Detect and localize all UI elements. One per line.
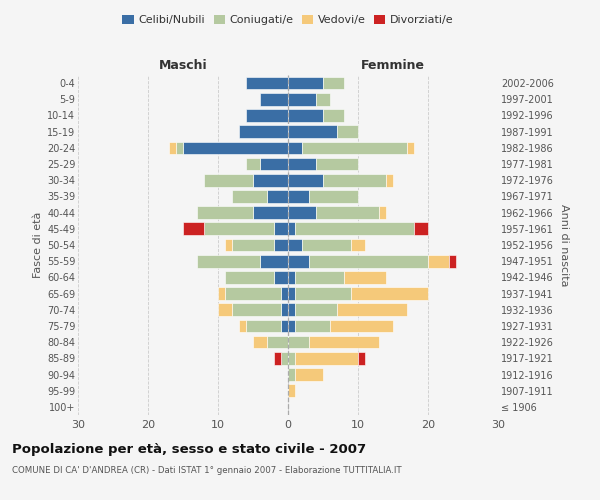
Bar xyxy=(288,77,323,90)
Bar xyxy=(274,238,288,252)
Bar xyxy=(302,238,351,252)
Bar xyxy=(309,190,358,202)
Bar xyxy=(288,158,316,170)
Bar xyxy=(197,255,260,268)
Bar xyxy=(176,142,183,154)
Bar xyxy=(232,238,274,252)
Y-axis label: Anni di nascita: Anni di nascita xyxy=(559,204,569,286)
Bar xyxy=(267,190,288,202)
Bar xyxy=(351,288,428,300)
Bar xyxy=(288,368,295,381)
Bar xyxy=(281,304,288,316)
Bar xyxy=(260,158,288,170)
Bar xyxy=(288,384,295,397)
Text: COMUNE DI CA' D'ANDREA (CR) - Dati ISTAT 1° gennaio 2007 - Elaborazione TUTTITAL: COMUNE DI CA' D'ANDREA (CR) - Dati ISTAT… xyxy=(12,466,401,475)
Bar xyxy=(288,206,316,219)
Bar xyxy=(274,222,288,235)
Bar xyxy=(323,174,386,186)
Bar xyxy=(288,352,295,364)
Bar xyxy=(337,126,358,138)
Bar xyxy=(288,126,337,138)
Bar xyxy=(204,222,274,235)
Bar xyxy=(197,206,253,219)
Bar xyxy=(260,255,288,268)
Bar xyxy=(288,222,295,235)
Bar xyxy=(225,271,274,283)
Bar xyxy=(218,288,225,300)
Bar xyxy=(218,304,232,316)
Text: Femmine: Femmine xyxy=(361,60,425,72)
Bar xyxy=(232,304,281,316)
Bar xyxy=(232,190,267,202)
Bar xyxy=(358,352,365,364)
Bar xyxy=(407,142,414,154)
Bar xyxy=(323,109,344,122)
Bar xyxy=(169,142,176,154)
Bar xyxy=(246,320,281,332)
Bar xyxy=(316,93,330,106)
Bar xyxy=(386,174,393,186)
Legend: Celibi/Nubili, Coniugati/e, Vedovi/e, Divorziati/e: Celibi/Nubili, Coniugati/e, Vedovi/e, Di… xyxy=(118,10,458,30)
Bar xyxy=(239,320,246,332)
Bar xyxy=(295,352,358,364)
Bar xyxy=(225,288,281,300)
Bar xyxy=(449,255,456,268)
Bar xyxy=(295,368,323,381)
Bar xyxy=(295,271,344,283)
Bar xyxy=(267,336,288,348)
Y-axis label: Fasce di età: Fasce di età xyxy=(32,212,43,278)
Text: Maschi: Maschi xyxy=(158,60,208,72)
Text: Popolazione per età, sesso e stato civile - 2007: Popolazione per età, sesso e stato civil… xyxy=(12,442,366,456)
Bar xyxy=(246,109,288,122)
Bar xyxy=(351,238,365,252)
Bar xyxy=(288,255,309,268)
Bar xyxy=(295,304,337,316)
Bar xyxy=(288,320,295,332)
Bar xyxy=(414,222,428,235)
Bar xyxy=(309,336,379,348)
Bar xyxy=(253,336,267,348)
Bar xyxy=(295,320,330,332)
Bar xyxy=(225,238,232,252)
Bar xyxy=(281,320,288,332)
Bar xyxy=(295,222,414,235)
Bar xyxy=(246,158,260,170)
Bar xyxy=(288,304,295,316)
Bar xyxy=(288,288,295,300)
Bar xyxy=(309,255,428,268)
Bar xyxy=(288,238,302,252)
Bar xyxy=(344,271,386,283)
Bar xyxy=(288,271,295,283)
Bar xyxy=(281,288,288,300)
Bar xyxy=(288,93,316,106)
Bar xyxy=(288,109,323,122)
Bar xyxy=(330,320,393,332)
Bar xyxy=(379,206,386,219)
Bar xyxy=(316,158,358,170)
Bar xyxy=(239,126,288,138)
Bar xyxy=(274,271,288,283)
Bar xyxy=(253,174,288,186)
Bar xyxy=(316,206,379,219)
Bar xyxy=(288,142,302,154)
Bar xyxy=(323,77,344,90)
Bar xyxy=(288,174,323,186)
Bar xyxy=(288,336,309,348)
Bar xyxy=(260,93,288,106)
Bar xyxy=(428,255,449,268)
Bar xyxy=(204,174,253,186)
Bar xyxy=(274,352,281,364)
Bar xyxy=(183,142,288,154)
Bar xyxy=(183,222,204,235)
Bar xyxy=(288,190,309,202)
Bar xyxy=(246,77,288,90)
Bar xyxy=(302,142,407,154)
Bar xyxy=(281,352,288,364)
Bar xyxy=(253,206,288,219)
Bar xyxy=(337,304,407,316)
Bar xyxy=(295,288,351,300)
